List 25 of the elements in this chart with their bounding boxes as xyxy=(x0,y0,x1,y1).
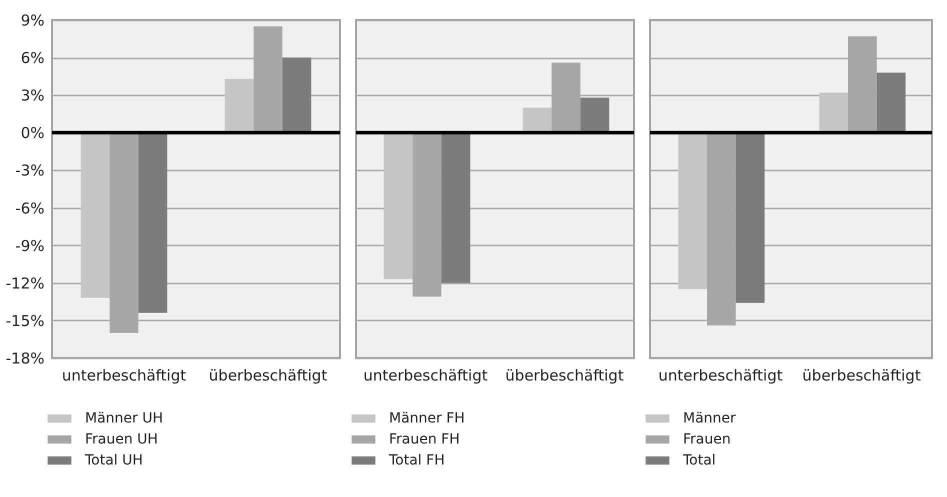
y-tick-label: 6% xyxy=(20,49,44,68)
legend-label: Männer xyxy=(683,410,736,426)
x-tick-label: überbeschäftigt xyxy=(505,366,624,384)
y-tick-label: 9% xyxy=(20,12,44,30)
y-tick-label: -12% xyxy=(6,274,44,292)
y-tick-label: -6% xyxy=(15,199,44,218)
y-tick-label: -3% xyxy=(15,162,44,180)
legend-label: Total FH xyxy=(388,452,445,468)
legend-label: Frauen xyxy=(683,432,731,448)
y-tick-label: -15% xyxy=(6,312,44,330)
x-tick-label: überbeschäftigt xyxy=(208,366,328,384)
x-tick-label: unterbeschäftigt xyxy=(62,366,186,384)
legend-label: Männer FH xyxy=(389,410,465,426)
legend-label: Frauen UH xyxy=(85,432,158,448)
x-tick-label: unterbeschäftigt xyxy=(363,366,488,384)
x-tick-label: überbeschäftigt xyxy=(802,366,921,384)
y-tick-label: 0% xyxy=(20,124,44,142)
x-tick-label: unterbeschäftigt xyxy=(658,366,783,384)
y-tick-label: -18% xyxy=(6,350,44,368)
legend-label: Frauen FH xyxy=(389,432,460,448)
y-tick-label: -9% xyxy=(15,236,44,255)
legend-label: Total UH xyxy=(84,452,143,468)
y-tick-label: 3% xyxy=(20,86,44,105)
legend-label: Männer UH xyxy=(85,410,163,426)
legend-label: Total xyxy=(682,452,716,468)
